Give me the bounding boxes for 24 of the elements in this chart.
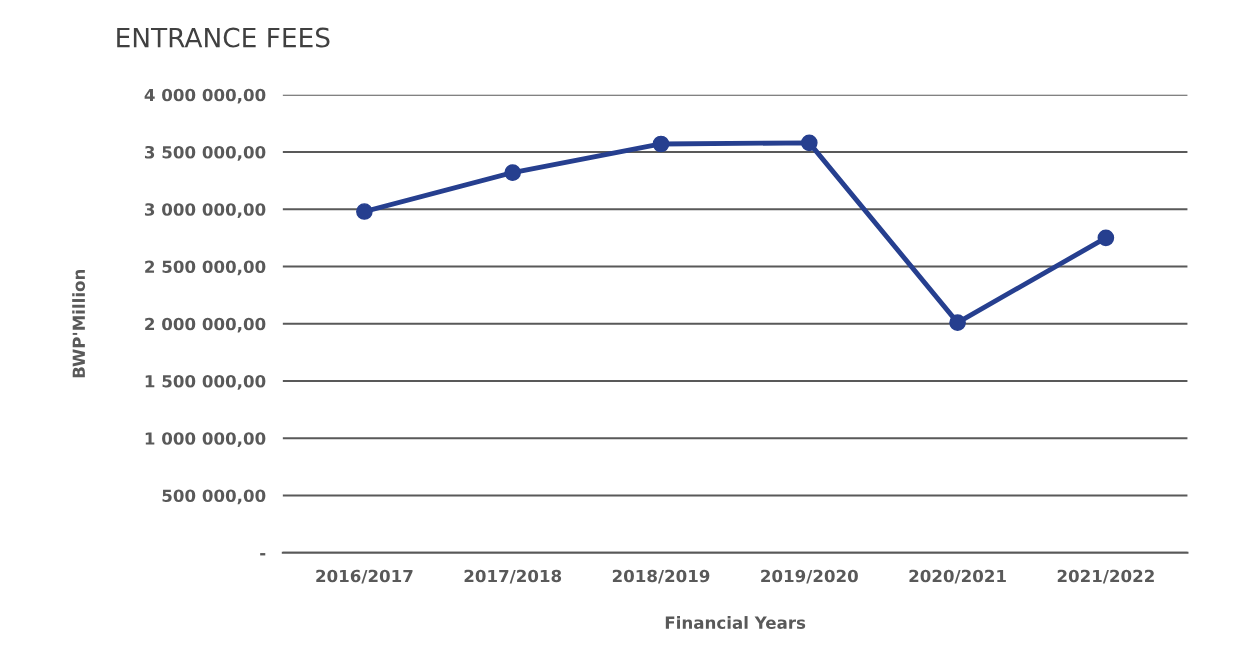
point — [652, 135, 670, 153]
x-tick-label: 2017/2018 — [464, 569, 562, 584]
x-tick-label: 2019/2020 — [761, 569, 858, 584]
x-axis-title: Financial Years — [665, 616, 806, 629]
x-tick-label: 2016/2017 — [316, 569, 413, 584]
x-tick-label: 2020/2021 — [909, 569, 1006, 584]
x-tick-label: 2021/2022 — [1057, 569, 1154, 584]
point — [356, 203, 373, 220]
point — [504, 164, 522, 181]
point — [949, 314, 966, 331]
y-tick-label: 4 000 000,00 — [144, 88, 266, 104]
chart-title: ENTRANCE FEES — [117, 27, 330, 48]
x-tick-label: 2018/2019 — [612, 569, 710, 584]
y-tick-label: 500 000,00 — [162, 489, 266, 505]
y-tick-label: 2 000 000,00 — [145, 317, 266, 333]
point — [1097, 229, 1115, 247]
y-tick-label: 2 500 000,00 — [145, 260, 266, 276]
y-tick-label: - — [260, 553, 266, 556]
y-tick-label: 3 500 000,00 — [144, 145, 266, 161]
y-tick-label: 1 500 000,00 — [145, 374, 266, 390]
y-axis-title: BWP'Million — [72, 269, 86, 378]
y-tick-label: 3 000 000,00 — [144, 203, 266, 218]
point — [800, 134, 818, 152]
y-tick-label: 1 000 000,00 — [145, 432, 266, 447]
